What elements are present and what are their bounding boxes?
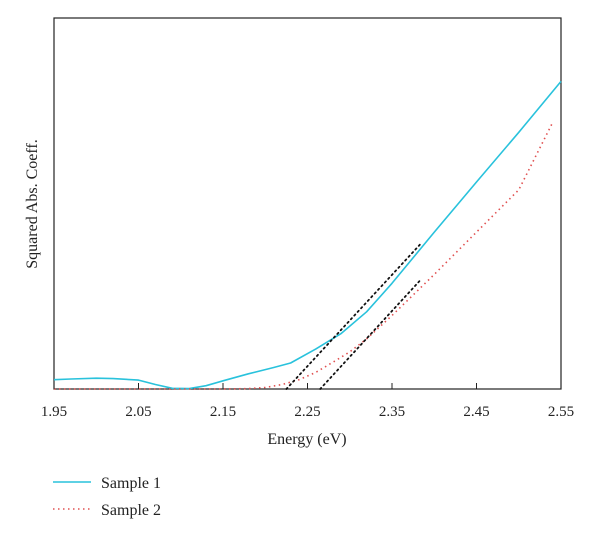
x-tick-label: 2.15 [210, 404, 236, 420]
series-line-sample-1 [53, 80, 562, 390]
tangent-line-1 [285, 241, 423, 390]
series-layer [53, 80, 562, 390]
tangent-line-2 [319, 277, 423, 390]
legend-label-sample-1: Sample 1 [101, 475, 161, 492]
x-axis-ticks: 1.95 2.05 2.15 2.25 2.35 2.45 2.55 [41, 383, 574, 420]
x-tick-label: 2.55 [548, 404, 574, 420]
x-tick-label: 2.05 [125, 404, 151, 420]
legend: Sample 1 Sample 2 [53, 475, 161, 519]
x-axis-label: Energy (eV) [267, 431, 346, 448]
y-axis-label: Squared Abs. Coeff. [24, 139, 41, 268]
plot-frame [53, 17, 562, 390]
series-line-sample-2 [54, 122, 554, 390]
tangent-layer [285, 241, 423, 390]
x-tick-label: 2.25 [294, 404, 320, 420]
x-tick-label: 2.35 [379, 404, 405, 420]
x-tick-label: 1.95 [41, 404, 67, 420]
legend-label-sample-2: Sample 2 [101, 502, 161, 519]
x-tick-label: 2.45 [463, 404, 489, 420]
